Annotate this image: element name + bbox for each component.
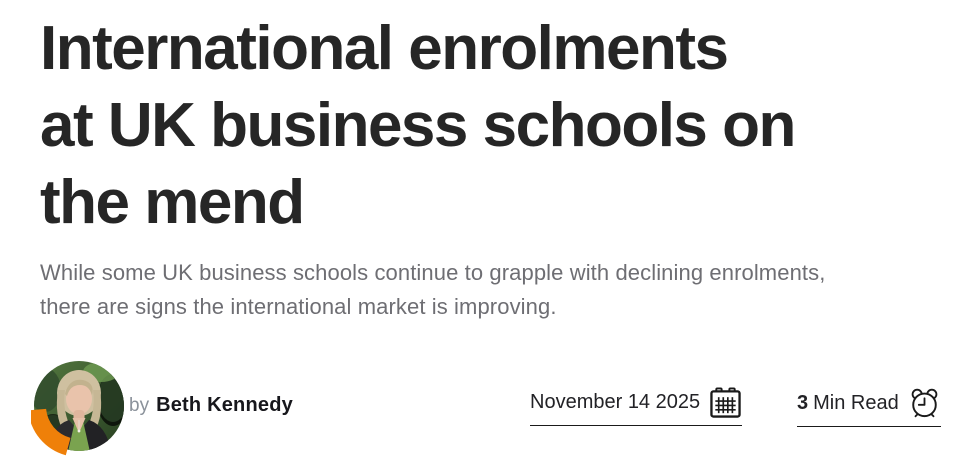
byline-prefix: by [129, 395, 150, 416]
page-title: International enrolments at UK business … [40, 10, 796, 241]
headline-line-3: the mend [40, 168, 305, 237]
author-photo [28, 361, 124, 456]
read-time: 3 Min Read [797, 387, 941, 427]
publish-date-text: November 14 2025 [530, 391, 701, 413]
publish-date: November 14 2025 [530, 387, 743, 426]
subtitle-line-1: While some UK business schools continue … [40, 260, 826, 285]
orange-arc-accent [28, 408, 71, 456]
headline-line-2: at UK business schools on [40, 91, 796, 160]
headline-line-1: International enrolments [40, 14, 729, 83]
read-time-label: Min Read [813, 391, 899, 414]
avatar[interactable] [28, 360, 127, 459]
article-subtitle: While some UK business schools continue … [40, 256, 825, 324]
author-name[interactable]: Beth Kennedy [156, 394, 293, 416]
alarm-clock-icon [908, 387, 941, 419]
read-time-count: 3 [797, 391, 809, 414]
byline: by Beth Kennedy [129, 394, 293, 417]
calendar-icon [709, 387, 742, 418]
subtitle-line-2: there are signs the international market… [40, 294, 557, 319]
